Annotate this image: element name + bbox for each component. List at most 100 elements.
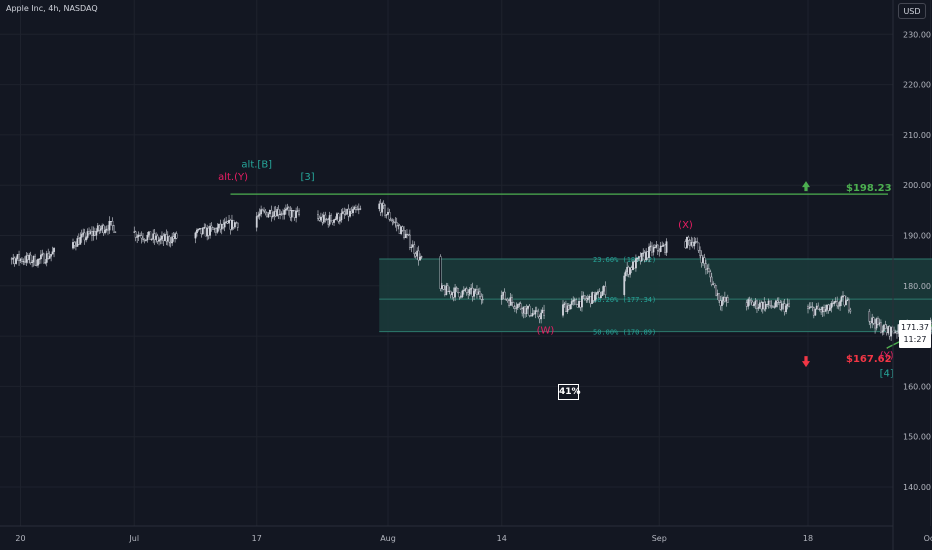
candle-body xyxy=(830,303,833,309)
candle-body xyxy=(51,251,54,255)
candle-body xyxy=(267,213,270,218)
candle-body xyxy=(522,306,525,314)
candle-body xyxy=(528,305,531,316)
time-tick-label: 20 xyxy=(15,534,25,543)
candle-body xyxy=(502,291,505,296)
candle-body xyxy=(627,266,630,275)
candle-body xyxy=(567,305,570,310)
candle-body xyxy=(95,231,98,236)
candle-body xyxy=(209,225,211,236)
wave-labels: alt.[B]alt.(Y)[3](X)(W)(Y)[4](III)V[5]al… xyxy=(218,160,894,380)
bar-countdown: 11:27 xyxy=(903,335,927,344)
candle-body xyxy=(295,210,298,218)
candle-body xyxy=(99,228,102,231)
candle-body xyxy=(163,234,166,241)
candle-body xyxy=(460,296,462,298)
candle-body xyxy=(355,207,357,210)
candle-body xyxy=(42,253,45,264)
candle-body xyxy=(772,306,774,308)
candle-body xyxy=(232,219,235,228)
candle-body xyxy=(206,227,209,237)
currency-button[interactable]: USD xyxy=(898,3,926,19)
candle-body xyxy=(828,307,831,311)
candle-body xyxy=(481,299,484,301)
candle-body xyxy=(783,303,786,313)
candle-body xyxy=(888,326,891,337)
candle-body xyxy=(721,300,723,306)
candle-body xyxy=(388,212,391,220)
candle-body xyxy=(766,303,769,305)
candle-body xyxy=(171,236,174,244)
candle-body xyxy=(869,320,872,324)
candle-body xyxy=(785,305,788,313)
candle-body xyxy=(439,256,442,289)
candle-body xyxy=(477,291,480,295)
fib-zone: 23.60% (185.32) 38.20% (177.34) 50.00% (17… xyxy=(379,256,932,337)
candle-body xyxy=(260,209,263,215)
candle-body xyxy=(166,236,169,242)
candle-body xyxy=(872,317,875,324)
candle-body xyxy=(598,291,601,299)
candle-body xyxy=(710,276,713,285)
candle-body xyxy=(387,212,389,215)
candle-body xyxy=(212,227,214,230)
candle-body xyxy=(379,203,382,213)
candle-body xyxy=(890,326,893,337)
candle-body xyxy=(28,254,31,260)
candle-body xyxy=(779,302,782,310)
candle-body xyxy=(279,214,281,216)
time-axis[interactable]: 20Jul17Aug14Sep18Oct16Nov13Dec18202416 xyxy=(15,534,932,543)
candle-body xyxy=(767,300,770,305)
candle-body xyxy=(34,255,36,266)
candle-body xyxy=(12,257,15,260)
candle-body xyxy=(349,211,351,217)
candle-body xyxy=(462,290,465,292)
wave-label: [4] xyxy=(880,368,894,379)
time-tick-label: Oct xyxy=(924,534,932,543)
candle-body xyxy=(757,306,760,309)
candle-body xyxy=(642,252,645,254)
candle-body xyxy=(455,287,458,289)
candle-body xyxy=(623,275,626,295)
candle-body xyxy=(38,258,41,260)
candle-body xyxy=(581,295,583,308)
candle-body xyxy=(397,225,400,227)
candle-body xyxy=(471,287,474,297)
candle-body xyxy=(172,236,175,239)
candle-body xyxy=(748,299,751,301)
candle-body xyxy=(341,211,344,214)
candle-body xyxy=(476,289,478,295)
candle-body xyxy=(871,317,874,324)
candle-body xyxy=(417,250,420,261)
candle-body xyxy=(524,306,526,315)
candle-body xyxy=(37,258,39,266)
candle-body xyxy=(703,257,706,264)
candle-body xyxy=(521,308,524,314)
candle-body xyxy=(478,291,481,297)
candle-body xyxy=(231,219,233,230)
candle-body xyxy=(884,324,887,329)
candle-body xyxy=(201,227,204,235)
candle-body xyxy=(758,302,761,308)
candle-body xyxy=(223,222,226,228)
candle-body xyxy=(142,237,144,240)
candle-body xyxy=(569,304,572,310)
candle-body xyxy=(601,291,604,296)
candle-body xyxy=(72,242,74,249)
candle-body xyxy=(697,242,700,251)
candle-body xyxy=(827,304,830,311)
candle-body xyxy=(782,303,785,305)
candle-body xyxy=(328,215,331,225)
price-tick-label: 140.00 xyxy=(903,483,931,492)
candle-body xyxy=(298,210,300,215)
candle-body xyxy=(515,307,518,309)
candle-body xyxy=(296,210,299,212)
candle-body xyxy=(700,255,703,263)
candle-body xyxy=(174,233,176,239)
candle-body xyxy=(882,324,885,331)
key-level-label: $167.62 xyxy=(846,354,892,365)
candle-body xyxy=(640,252,643,262)
candle-body xyxy=(878,322,881,325)
candle-body xyxy=(688,240,691,246)
